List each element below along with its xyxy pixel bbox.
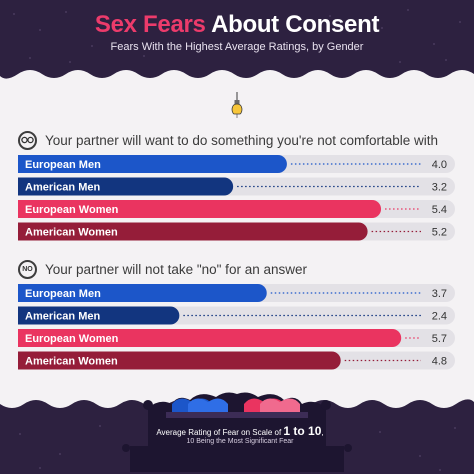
bar-category-label: European Men [25, 288, 101, 300]
header-background [0, 0, 474, 79]
bar-category-label: European Men [25, 159, 101, 171]
bar-value-label: 4.0 [432, 159, 447, 171]
bar-square-end [18, 284, 27, 302]
bar-value-label: 5.4 [432, 204, 447, 216]
footer-line-2: 10 Being the Most Significant Fear [186, 438, 294, 445]
handcuffs-icon [18, 130, 37, 150]
bar-value-label: 3.2 [432, 182, 447, 194]
bar [18, 329, 402, 347]
bar-value-label: 5.2 [432, 227, 447, 239]
question-2: NO Your partner will not take "no" for a… [18, 258, 307, 280]
bar [18, 306, 180, 325]
bar-square-end [18, 155, 27, 173]
bar-category-label: American Men [25, 311, 100, 323]
page-subtitle: Fears With the Highest Average Ratings, … [110, 41, 364, 53]
bar [18, 155, 287, 173]
footer-scale-range: 1 to 10 [283, 424, 322, 438]
question-2-text: Your partner will not take "no" for an a… [45, 261, 307, 277]
bar-value-label: 3.7 [432, 288, 447, 300]
bar-square-end [18, 200, 27, 218]
bar-category-label: American Women [25, 356, 118, 368]
footer-line-1-suffix: , [321, 428, 324, 437]
bar-square-end [18, 177, 27, 196]
bar-value-label: 2.4 [432, 311, 447, 323]
bar-category-label: European Women [25, 333, 119, 345]
bar [18, 351, 341, 370]
lightbulb-icon [231, 92, 243, 118]
footer-line-1-prefix: Average Rating of Fear on Scale of [156, 428, 284, 437]
page-title: Sex Fears About Consent [0, 10, 474, 40]
title-main: About Consent [211, 11, 380, 38]
bar [18, 177, 234, 196]
no-sign-text: NO [22, 265, 33, 273]
question-1-text: Your partner will want to do something y… [45, 132, 439, 148]
bar [18, 200, 382, 218]
bar-value-label: 5.7 [432, 333, 447, 345]
question-1: Your partner will want to do something y… [18, 129, 438, 151]
bar-square-end [18, 329, 27, 347]
bar [18, 284, 267, 302]
no-sign-icon: NO [18, 259, 37, 279]
header: Sex Fears About Consent Fears With the H… [0, 10, 474, 53]
bar-value-label: 4.8 [432, 356, 447, 368]
bar-square-end [18, 306, 27, 325]
bar-category-label: American Men [25, 182, 100, 194]
bar-square-end [18, 351, 27, 370]
title-accent: Sex Fears [94, 11, 206, 38]
bar [18, 222, 368, 241]
footer-caption: Average Rating of Fear on Scale of 1 to … [140, 424, 340, 445]
bar-square-end [18, 222, 27, 241]
bar-category-label: European Women [25, 204, 119, 216]
bar-category-label: American Women [25, 227, 118, 239]
footer-line-1: Average Rating of Fear on Scale of 1 to … [140, 424, 340, 438]
